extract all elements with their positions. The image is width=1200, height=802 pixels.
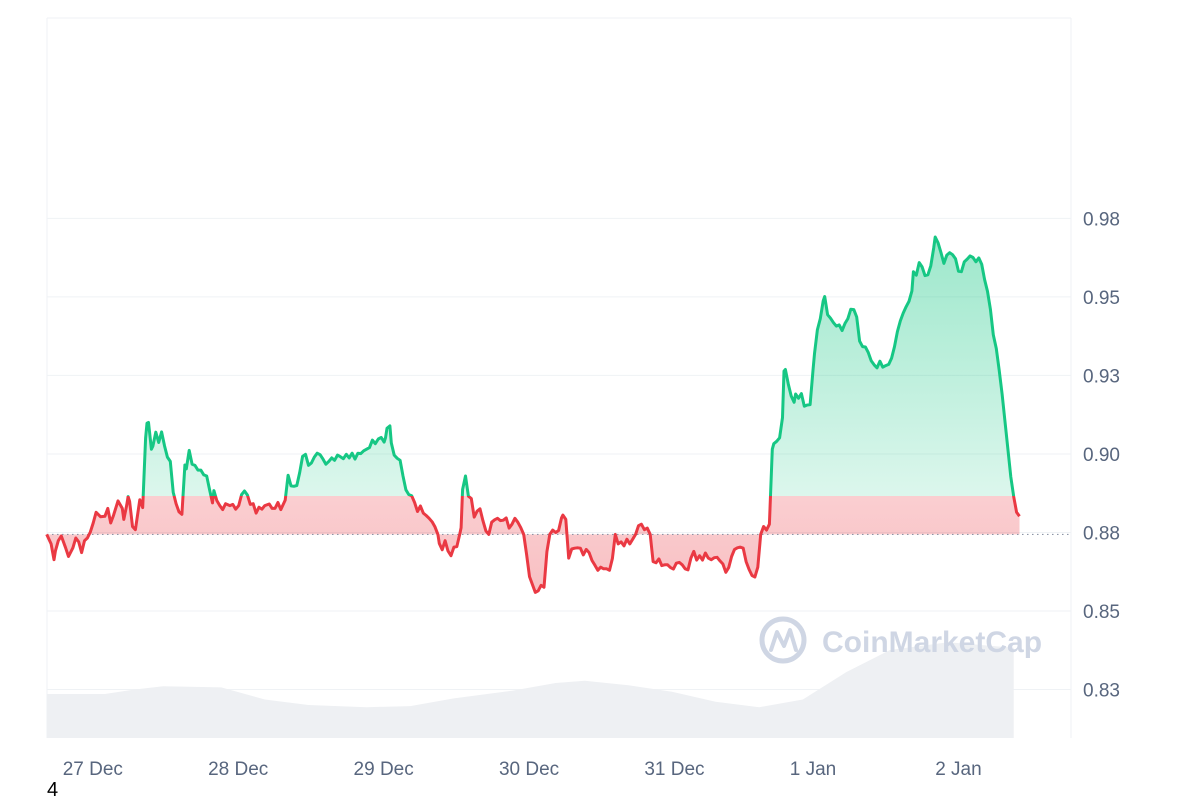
y-tick-label: 0.95 — [1083, 288, 1120, 309]
x-tick-label: 28 Dec — [208, 759, 268, 780]
y-tick-label: 0.88 — [1083, 523, 1120, 544]
x-tick-label: 27 Dec — [63, 759, 123, 780]
y-tick-label: 0.85 — [1083, 602, 1120, 623]
y-tick-label: 0.83 — [1083, 680, 1120, 701]
x-tick-label: 31 Dec — [644, 759, 704, 780]
y-tick-label: 0.98 — [1083, 209, 1120, 230]
area-below-baseline — [46, 496, 1020, 593]
y-tick-label: 0.93 — [1083, 366, 1120, 387]
x-tick-label: 29 Dec — [354, 759, 414, 780]
x-axis: 27 Dec 28 Dec 29 Dec 30 Dec 31 Dec 1 Jan 2 Jan — [63, 759, 982, 780]
corner-label: 4 — [47, 779, 59, 801]
x-tick-label: 2 Jan — [935, 759, 981, 780]
coinmarketcap-logo-wave — [769, 628, 798, 652]
price-line-up — [126, 235, 1016, 496]
x-tick-label: 30 Dec — [499, 759, 559, 780]
coinmarketcap-watermark: CoinMarketCap — [759, 616, 1042, 664]
area-above-baseline — [143, 237, 1014, 496]
y-axis: 0.83 0.85 0.88 0.90 0.93 0.95 0.98 — [1083, 209, 1120, 701]
x-tick-label: 1 Jan — [790, 759, 836, 780]
volume-profile — [46, 642, 1014, 738]
volume-area — [46, 642, 1014, 738]
coinmarketcap-logo-icon — [759, 616, 807, 664]
price-line-down — [45, 496, 1021, 594]
watermark-text: CoinMarketCap — [822, 626, 1042, 659]
y-tick-label: 0.90 — [1083, 445, 1120, 466]
